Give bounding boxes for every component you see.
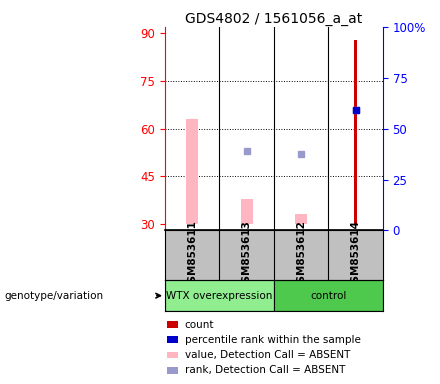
Bar: [167, 367, 178, 374]
Text: control: control: [310, 291, 347, 301]
Bar: [354, 40, 357, 224]
Text: percentile rank within the sample: percentile rank within the sample: [185, 335, 360, 345]
Bar: [167, 351, 178, 358]
Text: genotype/variation: genotype/variation: [4, 291, 103, 301]
Text: rank, Detection Call = ABSENT: rank, Detection Call = ABSENT: [185, 365, 345, 375]
Bar: [167, 321, 178, 328]
Text: GSM853611: GSM853611: [187, 220, 197, 290]
Bar: [186, 119, 198, 224]
Text: value, Detection Call = ABSENT: value, Detection Call = ABSENT: [185, 350, 350, 360]
Bar: [274, 280, 383, 311]
Bar: [241, 199, 253, 224]
Text: GSM853612: GSM853612: [296, 220, 306, 290]
Text: count: count: [185, 319, 214, 329]
Text: GSM853613: GSM853613: [242, 220, 252, 290]
Text: WTX overexpression: WTX overexpression: [166, 291, 273, 301]
Bar: [165, 280, 274, 311]
Bar: [167, 336, 178, 343]
Title: GDS4802 / 1561056_a_at: GDS4802 / 1561056_a_at: [185, 12, 363, 26]
Bar: [295, 215, 307, 224]
Text: GSM853614: GSM853614: [351, 220, 360, 290]
